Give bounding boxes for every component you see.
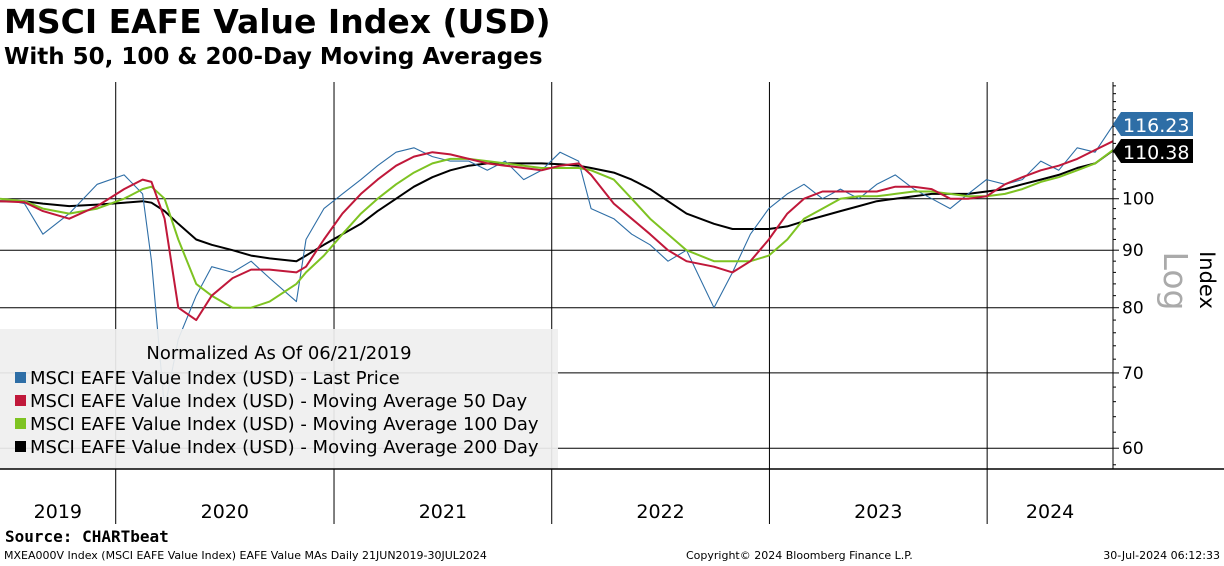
x-tick-label: 2021 (419, 501, 467, 523)
y-tick-label: 60 (1122, 439, 1144, 459)
y-tick-label: 70 (1122, 364, 1144, 384)
footer-timestamp: 30-Jul-2024 06:12:33 (1103, 549, 1220, 562)
legend-swatch-ma200 (15, 441, 26, 452)
source-label: Source: CHARTbeat (5, 527, 169, 546)
x-tick-label: 2023 (854, 501, 902, 523)
footer-description: MXEA000V Index (MSCI EAFE Value Index) E… (4, 549, 487, 562)
series-line-ma200 (0, 149, 1114, 263)
last-value-flag-ma200-text: 110.38 (1123, 142, 1189, 164)
last-value-flag-ma200: 110.38 (1113, 139, 1193, 164)
x-tick-label: 2024 (1026, 501, 1074, 523)
legend-entry-last_price: MSCI EAFE Value Index (USD) - Last Price (30, 368, 400, 389)
last-value-flag-last-price-text: 116.23 (1123, 115, 1189, 137)
footer-copyright: Copyright© 2024 Bloomberg Finance L.P. (686, 549, 913, 562)
x-tick-label: 2019 (34, 501, 82, 523)
legend-swatch-ma50 (15, 395, 26, 406)
legend-title: Normalized As Of 06/21/2019 (146, 343, 411, 364)
y-tick-label: 80 (1122, 299, 1144, 319)
axes: 60 70 80 90 100 2019 2020 2021 2022 2023 2024 Index… (0, 82, 1224, 523)
legend-entry-ma100: MSCI EAFE Value Index (USD) - Moving Ave… (30, 414, 539, 435)
y-tick-label: 90 (1122, 241, 1144, 261)
log-scale-label: Log (1156, 252, 1195, 311)
last-value-flag-last-price: 116.23 (1113, 112, 1193, 137)
legend-swatch-ma100 (15, 418, 26, 429)
series-lines (0, 124, 1114, 410)
legend-entry-ma200: MSCI EAFE Value Index (USD) - Moving Ave… (30, 437, 539, 458)
legend-swatch-last_price (15, 372, 26, 383)
legend-box (0, 329, 558, 469)
x-tick-label: 2020 (201, 501, 249, 523)
y-axis-title: Index (1195, 251, 1219, 309)
chart-title: MSCI EAFE Value Index (USD) (4, 2, 551, 41)
series-line-ma100 (0, 149, 1114, 309)
last-value-flag-last-price-shape (1113, 112, 1193, 136)
series-line-ma50 (0, 140, 1114, 322)
legend-entry-ma50: MSCI EAFE Value Index (USD) - Moving Ave… (30, 391, 527, 412)
series-line-last_price (0, 124, 1114, 410)
x-tick-label: 2022 (636, 501, 684, 523)
y-tick-label: 100 (1122, 190, 1154, 210)
legend: Normalized As Of 06/21/2019 MSCI EAFE Val… (0, 329, 558, 469)
chart-subtitle: With 50, 100 & 200-Day Moving Averages (4, 44, 543, 70)
last-value-flag-ma200-shape (1113, 139, 1193, 163)
